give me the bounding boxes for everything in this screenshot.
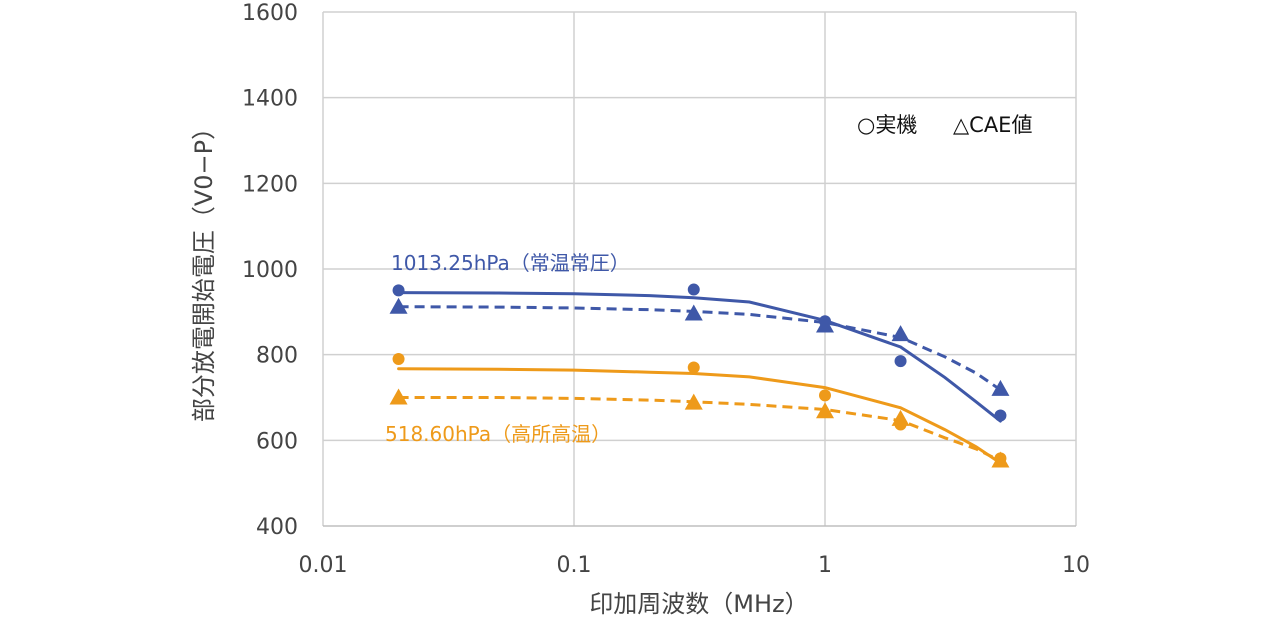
cae-point xyxy=(389,388,408,405)
y-tick-label: 1600 xyxy=(242,1,298,26)
y-axis-title: 部分放電開始電圧（V0−P） xyxy=(190,116,218,422)
series-label-1013hpa: 1013.25hPa（常温常圧） xyxy=(391,251,630,275)
cae-point xyxy=(684,304,703,321)
cae-point xyxy=(816,316,834,333)
measured-point xyxy=(392,352,405,365)
grid xyxy=(322,11,1077,526)
measured-point xyxy=(894,355,907,368)
measured-trend-line xyxy=(397,291,1002,423)
x-tick-label: 0.01 xyxy=(299,553,348,578)
legend: ○実機 △CAE値 xyxy=(857,113,1032,137)
series-label-518hpa: 518.60hPa（高所高温） xyxy=(385,422,611,446)
legend-measured: ○実機 xyxy=(857,113,917,137)
measured-point xyxy=(687,361,700,374)
cae-point xyxy=(891,325,910,342)
y-tick-label: 1400 xyxy=(242,87,298,112)
x-tick-label: 0.1 xyxy=(557,553,592,578)
cae-point xyxy=(389,297,408,314)
trend-lines xyxy=(397,291,1002,465)
measured-point xyxy=(994,409,1007,422)
measured-point xyxy=(819,389,831,402)
cae-trend-line xyxy=(398,396,1002,463)
x-tick-label: 10 xyxy=(1062,553,1090,578)
measured-trend-line xyxy=(397,367,1002,465)
legend-cae: △CAE値 xyxy=(953,113,1032,137)
cae-trend-line xyxy=(398,305,1002,392)
y-tick-label: 1200 xyxy=(242,172,298,197)
y-tick-label: 600 xyxy=(256,429,298,454)
x-tick-label: 1 xyxy=(818,553,832,578)
cae-point xyxy=(991,451,1010,468)
cae-point xyxy=(991,379,1010,396)
y-tick-label: 400 xyxy=(256,515,298,540)
cae-point xyxy=(816,402,834,419)
data-points xyxy=(389,283,1010,468)
y-tick-label: 1000 xyxy=(242,258,298,283)
measured-point xyxy=(392,284,405,297)
measured-point xyxy=(687,283,700,296)
y-tick-label: 800 xyxy=(256,344,298,369)
cae-point xyxy=(684,393,703,410)
cae-point xyxy=(891,409,910,426)
x-axis-title: 印加周波数（MHz） xyxy=(589,590,808,618)
tick-labels: 400 600 800 1000 1200 1400 1600 0.01 0.1 1 10 xyxy=(242,1,1090,578)
